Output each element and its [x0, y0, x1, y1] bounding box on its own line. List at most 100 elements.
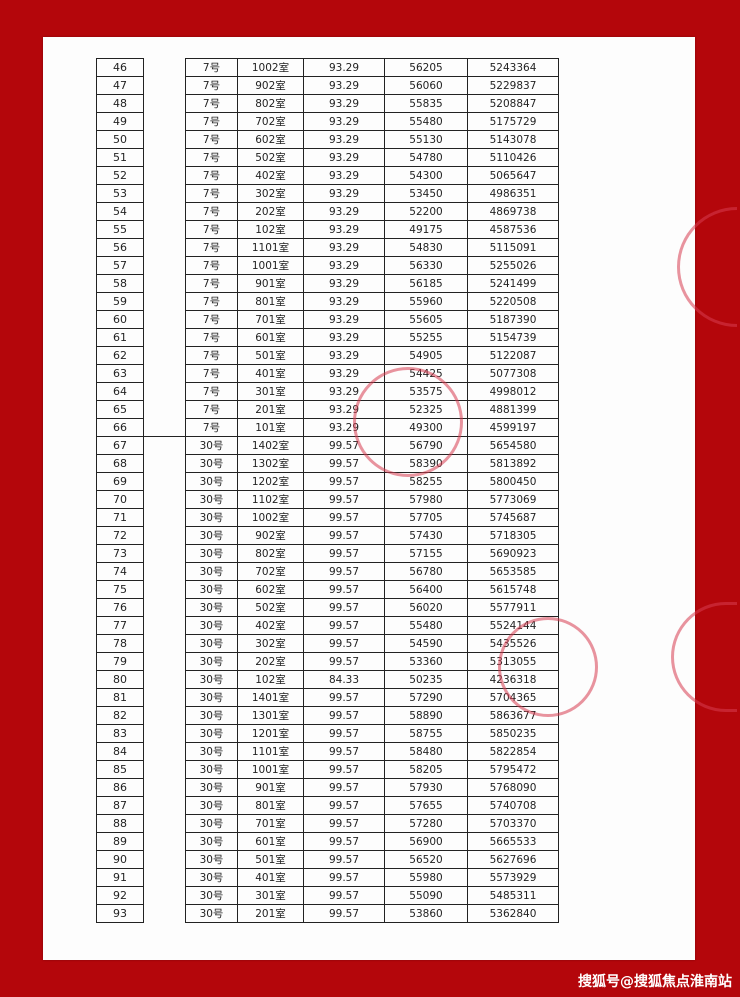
table-row: 70 [96, 490, 144, 509]
table-row: 65 [96, 400, 144, 419]
unit-cell: 102室 [237, 220, 304, 239]
unit-price-cell: 53360 [384, 652, 468, 671]
area-cell: 93.29 [303, 274, 385, 293]
unit-price-cell: 56900 [384, 832, 468, 851]
building-cell: 30号 [185, 796, 238, 815]
row-number: 56 [96, 238, 144, 257]
unit-price-cell: 56330 [384, 256, 468, 275]
building-cell: 7号 [185, 400, 238, 419]
unit-price-cell: 56060 [384, 76, 468, 95]
area-cell: 93.29 [303, 148, 385, 167]
unit-cell: 802室 [237, 94, 304, 113]
row-number: 48 [96, 94, 144, 113]
table-row: 30号 702室 99.57 56780 5653585 [185, 562, 559, 581]
building-cell: 7号 [185, 94, 238, 113]
unit-cell: 201室 [237, 400, 304, 419]
building-cell: 7号 [185, 418, 238, 437]
table-row: 7号 802室 93.29 55835 5208847 [185, 94, 559, 113]
table-row: 88 [96, 814, 144, 833]
row-number: 57 [96, 256, 144, 275]
unit-price-cell: 57280 [384, 814, 468, 833]
area-cell: 99.57 [303, 688, 385, 707]
building-cell: 7号 [185, 310, 238, 329]
total-price-cell: 5718305 [467, 526, 559, 545]
unit-price-cell: 57155 [384, 544, 468, 563]
row-number: 76 [96, 598, 144, 617]
building-cell: 7号 [185, 148, 238, 167]
table-row: 30号 602室 99.57 56400 5615748 [185, 580, 559, 599]
official-seal-stamp [671, 602, 737, 712]
area-cell: 99.57 [303, 868, 385, 887]
unit-cell: 301室 [237, 886, 304, 905]
table-row: 52 [96, 166, 144, 185]
table-row: 7号 902室 93.29 56060 5229837 [185, 76, 559, 95]
total-price-cell: 5362840 [467, 904, 559, 923]
total-price-cell: 5208847 [467, 94, 559, 113]
unit-cell: 601室 [237, 328, 304, 347]
area-cell: 99.57 [303, 580, 385, 599]
table-row: 7号 202室 93.29 52200 4869738 [185, 202, 559, 221]
table-row: 86 [96, 778, 144, 797]
table-row: 30号 1202室 99.57 58255 5800450 [185, 472, 559, 491]
table-row: 63 [96, 364, 144, 383]
area-cell: 99.57 [303, 814, 385, 833]
area-cell: 99.57 [303, 598, 385, 617]
row-number: 50 [96, 130, 144, 149]
row-number: 85 [96, 760, 144, 779]
area-cell: 84.33 [303, 670, 385, 689]
row-number: 69 [96, 472, 144, 491]
table-row: 30号 801室 99.57 57655 5740708 [185, 796, 559, 815]
row-number: 53 [96, 184, 144, 203]
row-number: 89 [96, 832, 144, 851]
unit-price-cell: 53860 [384, 904, 468, 923]
row-number: 46 [96, 58, 144, 77]
row-number: 61 [96, 328, 144, 347]
row-number: 72 [96, 526, 144, 545]
total-price-cell: 5243364 [467, 58, 559, 77]
total-price-cell: 5229837 [467, 76, 559, 95]
total-price-cell: 5143078 [467, 130, 559, 149]
table-row: 30号 1102室 99.57 57980 5773069 [185, 490, 559, 509]
unit-cell: 902室 [237, 526, 304, 545]
area-cell: 93.29 [303, 310, 385, 329]
table-row: 74 [96, 562, 144, 581]
unit-price-cell: 57980 [384, 490, 468, 509]
row-number: 49 [96, 112, 144, 131]
unit-cell: 301室 [237, 382, 304, 401]
total-price-cell: 5800450 [467, 472, 559, 491]
table-row: 7号 701室 93.29 55605 5187390 [185, 310, 559, 329]
official-seal-stamp [498, 617, 598, 717]
document-page: 46 47 48 49 50 51 52 53 54 55 56 57 58 59 60 61 62 63 64 65… [43, 37, 737, 960]
area-cell: 93.29 [303, 166, 385, 185]
building-cell: 7号 [185, 166, 238, 185]
table-row: 7号 102室 93.29 49175 4587536 [185, 220, 559, 239]
table-row: 7号 402室 93.29 54300 5065647 [185, 166, 559, 185]
total-price-cell: 5255026 [467, 256, 559, 275]
total-price-cell: 5795472 [467, 760, 559, 779]
table-row: 66 [96, 418, 144, 437]
area-cell: 93.29 [303, 238, 385, 257]
building-cell: 30号 [185, 850, 238, 869]
building-cell: 7号 [185, 274, 238, 293]
area-cell: 93.29 [303, 328, 385, 347]
building-cell: 30号 [185, 868, 238, 887]
unit-price-cell: 49175 [384, 220, 468, 239]
row-number: 81 [96, 688, 144, 707]
unit-cell: 701室 [237, 310, 304, 329]
building-cell: 30号 [185, 598, 238, 617]
unit-cell: 202室 [237, 202, 304, 221]
unit-price-cell: 57430 [384, 526, 468, 545]
building-cell: 7号 [185, 58, 238, 77]
table-row: 79 [96, 652, 144, 671]
unit-price-cell: 53450 [384, 184, 468, 203]
area-cell: 93.29 [303, 184, 385, 203]
total-price-cell: 4881399 [467, 400, 559, 419]
unit-price-cell: 55960 [384, 292, 468, 311]
building-cell: 30号 [185, 670, 238, 689]
building-cell: 30号 [185, 580, 238, 599]
total-price-cell: 5175729 [467, 112, 559, 131]
table-row: 71 [96, 508, 144, 527]
total-price-cell: 5065647 [467, 166, 559, 185]
row-number: 84 [96, 742, 144, 761]
building-cell: 7号 [185, 76, 238, 95]
